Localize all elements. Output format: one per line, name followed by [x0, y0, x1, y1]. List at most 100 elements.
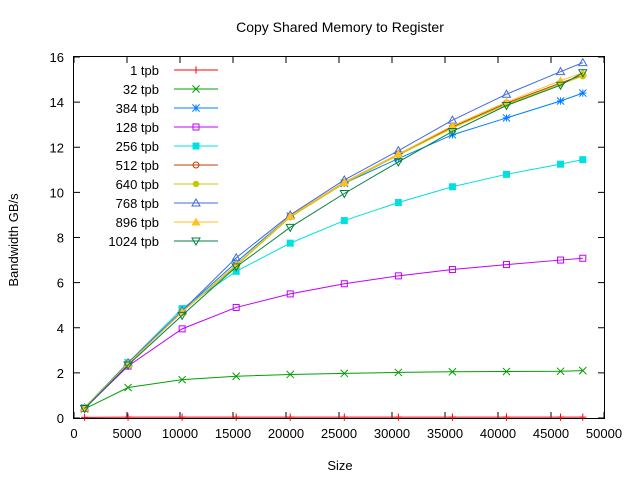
data-point-marker	[394, 272, 402, 280]
data-point-marker	[232, 413, 240, 421]
data-point-marker	[555, 81, 566, 91]
data-point-marker	[502, 261, 510, 269]
legend-label: 1024 tpb	[108, 234, 159, 249]
legend-label: 384 tpb	[116, 101, 159, 116]
legend-label: 896 tpb	[116, 215, 159, 230]
legend-label: 256 tpb	[116, 139, 159, 154]
data-point-marker	[192, 104, 200, 112]
series-line	[84, 72, 584, 409]
data-point-marker	[393, 149, 403, 158]
data-point-marker	[556, 367, 565, 376]
data-point-marker	[502, 113, 511, 122]
data-point-marker	[124, 383, 133, 392]
series-384-tpb	[80, 89, 587, 412]
data-point-marker	[578, 366, 587, 375]
data-point-marker	[448, 413, 457, 421]
x-tick-label: 50000	[586, 426, 622, 441]
chart-title: Copy Shared Memory to Register	[236, 19, 444, 35]
y-axis-label: Bandwidth GB/s	[6, 193, 21, 287]
data-point-marker	[448, 367, 457, 376]
data-point-marker	[394, 413, 402, 421]
y-tick-label: 10	[50, 185, 64, 200]
data-point-marker	[393, 158, 404, 167]
series-128-tpb	[81, 254, 587, 413]
data-point-marker	[285, 223, 296, 233]
series-1-tpb	[81, 413, 587, 421]
series-layer	[79, 57, 588, 421]
data-point-marker	[557, 160, 565, 168]
data-point-marker	[501, 89, 512, 98]
data-point-marker	[285, 211, 295, 220]
y-tick-label: 14	[50, 95, 64, 110]
series-line	[84, 72, 583, 409]
data-point-marker	[81, 413, 89, 421]
y-tick-label: 12	[50, 140, 64, 155]
data-point-marker	[502, 170, 510, 178]
series-line	[84, 257, 583, 409]
data-point-marker	[178, 375, 187, 384]
x-tick-label: 0	[70, 426, 77, 441]
data-point-marker	[192, 66, 200, 74]
data-point-marker	[192, 85, 200, 93]
data-point-marker	[579, 413, 587, 421]
data-point-marker	[556, 413, 565, 421]
series-line	[84, 370, 583, 410]
data-point-marker	[123, 361, 133, 370]
x-tick-label: 30000	[374, 426, 410, 441]
data-point-marker	[447, 121, 457, 130]
y-tick-label: 0	[57, 411, 64, 426]
data-point-marker	[178, 413, 186, 421]
data-point-marker	[339, 190, 350, 199]
data-point-marker	[79, 405, 90, 414]
legend-label: 640 tpb	[116, 177, 159, 192]
data-point-marker	[555, 66, 566, 76]
series-1024-tpb	[79, 69, 588, 414]
data-point-marker	[231, 263, 242, 272]
data-point-marker	[501, 102, 512, 111]
data-point-marker	[339, 177, 349, 186]
legend-label: 32 tpb	[123, 82, 159, 97]
data-point-marker	[232, 303, 240, 311]
x-tick-label: 40000	[480, 426, 516, 441]
data-point-marker	[192, 161, 200, 169]
axis-ticks: 0 5000 10000 15000 20000 25000 30000 35000 40000…	[50, 50, 623, 441]
data-point-marker	[577, 57, 588, 67]
x-tick-label: 25000	[321, 426, 357, 441]
y-tick-label: 4	[57, 321, 64, 336]
data-point-marker	[286, 239, 294, 247]
data-point-marker	[191, 237, 201, 247]
y-tick-label: 16	[50, 50, 64, 65]
x-axis-label: Size	[327, 458, 352, 473]
data-point-marker	[191, 217, 201, 226]
data-point-marker	[340, 217, 348, 225]
data-point-marker	[340, 280, 348, 288]
data-point-marker	[394, 199, 402, 207]
y-tick-label: 8	[57, 231, 64, 246]
data-point-marker	[124, 413, 132, 421]
data-point-marker	[447, 127, 458, 137]
data-point-marker	[577, 69, 588, 78]
x-tick-label: 45000	[533, 426, 569, 441]
data-point-marker	[192, 123, 200, 131]
data-point-marker	[448, 183, 456, 191]
data-point-marker	[394, 368, 403, 377]
data-point-marker	[286, 370, 295, 379]
legend-label: 768 tpb	[116, 196, 159, 211]
x-tick-label: 15000	[215, 426, 251, 441]
series-32-tpb	[80, 366, 587, 413]
x-tick-label: 20000	[268, 426, 304, 441]
y-tick-label: 6	[57, 276, 64, 291]
plot-border	[73, 56, 605, 419]
x-tick-label: 5000	[113, 426, 142, 441]
data-point-marker	[286, 290, 294, 298]
data-point-marker	[579, 156, 587, 164]
data-point-marker	[502, 413, 511, 421]
data-point-marker	[501, 97, 511, 106]
data-point-marker	[579, 254, 587, 262]
data-point-marker	[557, 256, 565, 264]
y-tick-label: 2	[57, 366, 64, 381]
data-point-marker	[340, 369, 349, 378]
legend-label: 512 tpb	[116, 158, 159, 173]
